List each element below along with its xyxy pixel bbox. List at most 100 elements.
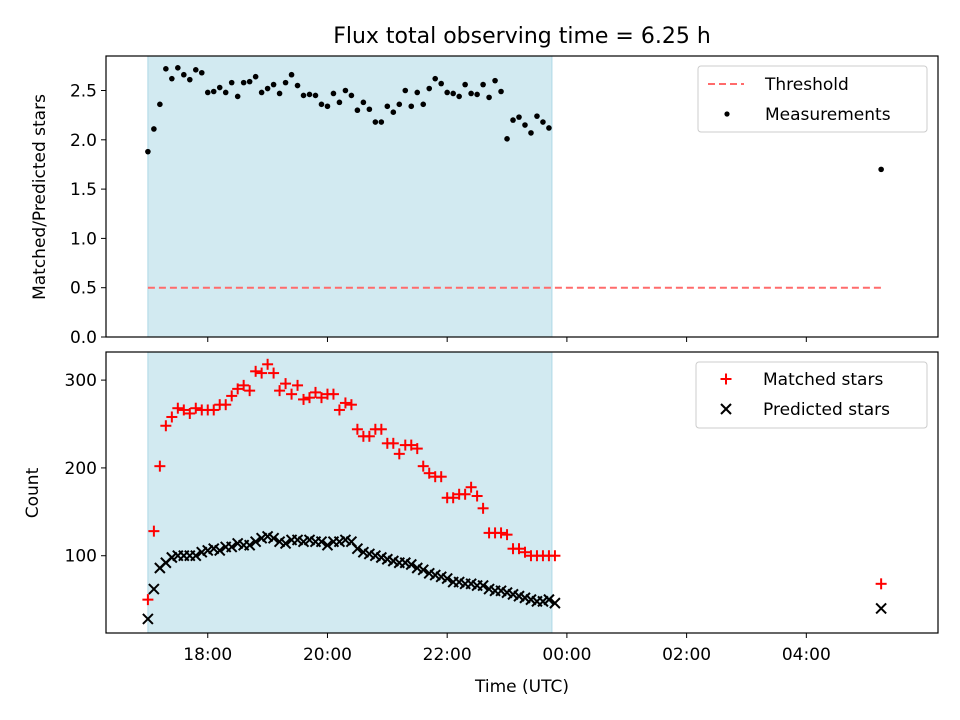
predicted-star-point-b [267, 532, 280, 544]
predicted-star-point [225, 541, 238, 553]
y-tick-label: 2.0 [70, 131, 97, 151]
measurement-point [282, 79, 289, 86]
top-legend: Threshold Measurements [697, 65, 928, 133]
y-tick-label: 1.5 [70, 180, 97, 200]
x-tick-label: 02:00 [662, 645, 711, 665]
measurement-point [498, 88, 504, 95]
matched-star-point [309, 386, 321, 398]
matched-star-point [315, 392, 327, 404]
predicted-star-point-b [549, 597, 561, 609]
measurement-point [360, 99, 367, 106]
matched-star-point [190, 402, 202, 414]
predicted-star-point-b [363, 548, 376, 560]
predicted-star-point [267, 532, 280, 544]
measurement-point [300, 92, 307, 99]
measurement-point [276, 90, 283, 97]
matched-star-point [292, 379, 304, 391]
x-tick-label: 20:00 [303, 645, 352, 665]
matched-star-point [268, 367, 280, 379]
measurement-point [408, 103, 415, 110]
top-y-axis-label: Matched/Predicted stars [30, 94, 50, 300]
matched-star-point [142, 594, 154, 606]
y-tick-label: 0.5 [70, 279, 97, 299]
y-tick-label: 100 [65, 547, 97, 567]
measurement-point [252, 73, 259, 80]
matched-star-point [447, 492, 459, 504]
predicted-star-point-b [261, 530, 274, 543]
measurement-point [384, 103, 391, 110]
predicted-star-point-b [142, 613, 154, 625]
matched-star-point [423, 467, 435, 479]
predicted-star-point-b [381, 553, 394, 565]
measurement-point [181, 71, 187, 78]
matched-star-point [513, 543, 525, 555]
predicted-star-point-b [148, 583, 160, 595]
measurement-point [216, 84, 223, 91]
matched-star-point [256, 367, 268, 379]
measurement-point [432, 75, 439, 82]
x-tick-label: 22:00 [423, 645, 472, 665]
measurement-point [366, 106, 373, 113]
measurement-point [330, 90, 337, 97]
matched-star-point [148, 525, 160, 537]
matched-star-point [304, 392, 316, 404]
measurement-point [546, 125, 552, 131]
matched-star-point [333, 404, 345, 416]
predicted-star-point [315, 535, 328, 548]
predicted-star-point [279, 537, 292, 550]
measurement-point [438, 80, 444, 87]
measurement-point [222, 89, 229, 96]
bottom-panel: 100 200 300 18:00 20:00 22:00 00:00 02:00 04:00 [65, 351, 939, 665]
predicted-star-point-b [875, 602, 887, 615]
matched-star-point [519, 546, 531, 558]
measurement-point [306, 91, 313, 98]
measurement-point [444, 89, 450, 96]
measurement-point [528, 130, 534, 136]
threshold-legend-label: Threshold [764, 75, 849, 95]
matched-star-point [471, 490, 483, 502]
matched-star-point [393, 448, 405, 460]
measurement-point [234, 93, 241, 100]
predicted-star-point-b [351, 542, 364, 555]
predicted-star-point [405, 558, 417, 571]
measurement-point [456, 93, 462, 100]
measurement-point [198, 69, 205, 76]
measurement-point [516, 114, 522, 120]
matched-star-point [495, 527, 507, 539]
matched-star-point [298, 393, 310, 405]
predicted-star-point-b [399, 557, 411, 569]
measurement-point [414, 89, 421, 96]
measurement-point [240, 79, 247, 86]
predicted-star-point [243, 539, 256, 551]
predicted-star-point [142, 613, 154, 625]
matched-star-point [262, 358, 274, 370]
predicted-star-point [875, 602, 887, 615]
measurement-point [396, 101, 403, 108]
measurement-point [534, 113, 540, 119]
predicted-star-point-b [249, 535, 262, 548]
predicted-star-point [543, 593, 555, 606]
y-tick-label: 0.0 [70, 328, 97, 348]
predicted-legend-label: Predicted stars [763, 400, 890, 420]
y-tick-label: 200 [65, 459, 97, 479]
measurement-point [145, 148, 151, 155]
matched-star-point [208, 404, 220, 416]
matched-star-point [166, 411, 178, 423]
matched-star-point [405, 439, 417, 451]
matched-legend-label: Matched stars [763, 370, 883, 390]
matched-star-point [387, 437, 399, 449]
predicted-legend-swatch [720, 403, 732, 415]
y-tick-label: 300 [65, 371, 97, 391]
predicted-star-point-b [417, 564, 429, 576]
predicted-star-point-b [501, 586, 513, 599]
matched-star-point [232, 383, 244, 395]
measurement-point [157, 101, 163, 108]
measurement-point [228, 79, 235, 86]
measurement-point [390, 109, 397, 115]
predicted-star-point-b [279, 537, 292, 550]
predicted-star-point-b [303, 534, 316, 546]
x-axis-label: Time (UTC) [474, 677, 569, 697]
predicted-star-point-b [435, 571, 447, 583]
measurement-point [175, 65, 181, 71]
measurement-point [878, 166, 884, 173]
